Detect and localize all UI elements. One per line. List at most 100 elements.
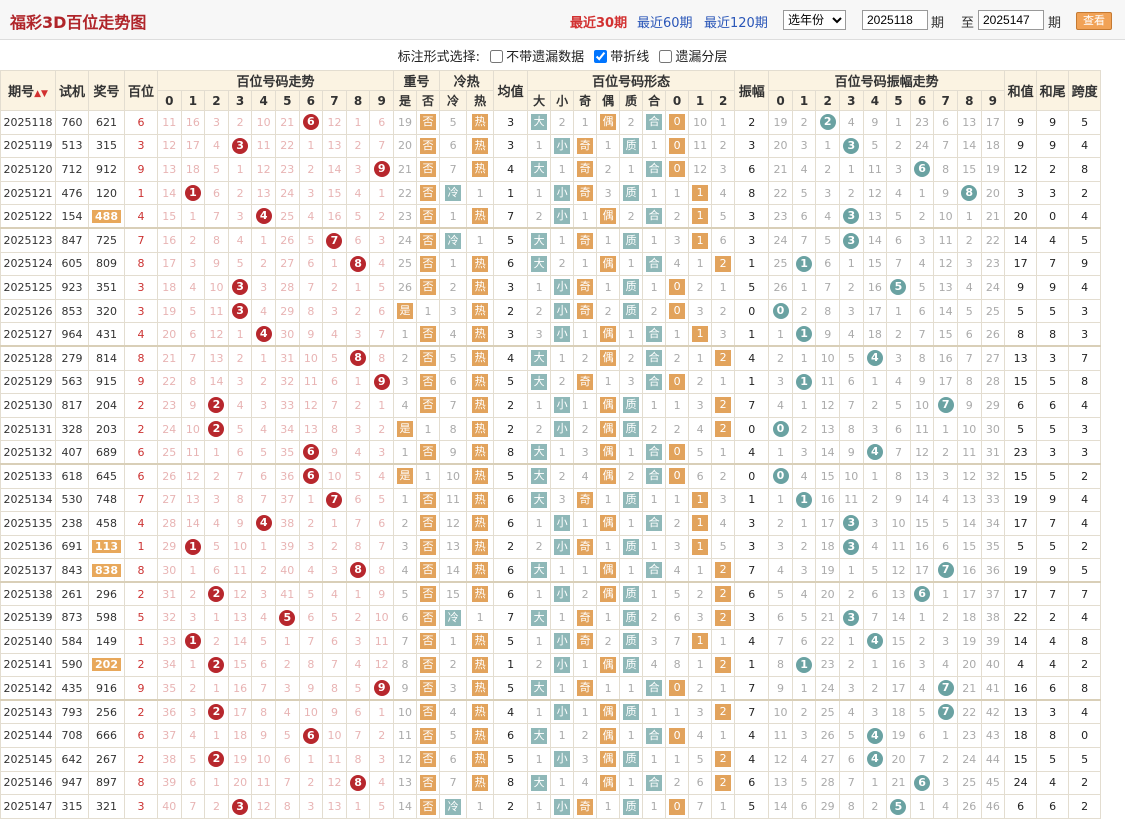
hot-cell-mark: 热 — [472, 279, 489, 296]
prize-cell: 203 — [88, 416, 125, 442]
road0-cell: 2 — [665, 511, 690, 536]
repeat-no-cell: 否 — [416, 393, 441, 418]
composite-cell: 合 — [642, 322, 667, 347]
trend-cell: 16 — [157, 227, 182, 253]
amp-trend-cell: 9 — [815, 322, 840, 347]
span-cell: 4 — [1068, 133, 1102, 159]
amp-trend-cell: 12 — [815, 393, 840, 418]
road0-cell: 0 — [665, 723, 690, 749]
even-cell: 偶 — [596, 558, 621, 583]
hundreds-cell: 4 — [124, 322, 158, 347]
sort-icon[interactable]: ▲▼ — [34, 89, 48, 99]
option-polyline[interactable]: 带折线 — [594, 50, 649, 65]
tail-cell: 7 — [1036, 511, 1070, 536]
to-issue-input[interactable] — [978, 10, 1044, 30]
repeat-no-cell: 否 — [416, 110, 441, 135]
trend-cell: 3 — [227, 794, 253, 819]
trend-cell: 3 — [322, 558, 347, 583]
option-no-missing[interactable]: 不带遗漏数据 — [490, 50, 584, 65]
even-cell-mark: 偶 — [600, 397, 617, 414]
amp-trend-cell: 35 — [980, 534, 1006, 560]
road2-cell: 3 — [711, 322, 736, 347]
amp-trend-cell: 4 — [862, 747, 888, 772]
repeat-yes-cell: 24 — [393, 227, 418, 253]
road2-cell: 4 — [711, 511, 736, 536]
amp-trend-cell: 7 — [909, 747, 935, 772]
prime-cell-mark: 质 — [623, 279, 640, 296]
amp-trend-cell: 24 — [815, 676, 840, 701]
query-button[interactable]: 查看 — [1076, 12, 1112, 30]
trend-cell: 3 — [180, 605, 206, 631]
trend-cell: 4 — [345, 652, 371, 678]
trend-cell: 9 — [204, 251, 229, 277]
hot-cell-mark: 热 — [472, 656, 489, 673]
trial-cell: 407 — [55, 440, 89, 465]
option-no-missing-checkbox[interactable] — [490, 50, 504, 63]
prime-cell-mark: 质 — [623, 633, 640, 650]
road1-cell: 10 — [688, 110, 713, 135]
even-cell: 1 — [596, 487, 621, 513]
option-layered[interactable]: 遗漏分层 — [659, 50, 727, 65]
tail-cell: 6 — [1036, 676, 1070, 701]
road0-cell-mark: 0 — [669, 727, 686, 744]
trend-cell: 1 — [345, 275, 371, 300]
amp-trend-cell: 5 — [956, 298, 982, 324]
trend-cell: 1 — [322, 511, 347, 536]
repeat-yes-cell: 26 — [393, 275, 418, 300]
composite-cell: 2 — [642, 605, 667, 631]
amp-trend-cell: 1 — [768, 440, 793, 465]
year-select[interactable]: 选年份 — [783, 10, 846, 30]
hit-ball: 7 — [326, 491, 343, 508]
range-link-120[interactable]: 最近120期 — [704, 16, 768, 31]
odd-cell: 4 — [573, 770, 598, 796]
table-row: 2025125 923 351 3 18 4 10 3 3 28 7 2 1 5 26 否 2 热 3 1 小奇 1 质 1 0… — [0, 275, 1102, 300]
repeat-yes-cell-mark: 是 — [397, 468, 414, 485]
trend-cell: 12 — [322, 770, 347, 796]
table-row: 2025144 708 666 6 37 4 1 18 9 5 6 10 7 2 11 否 5 热 6 大 1 2 偶 1 合 0… — [0, 723, 1102, 749]
hundreds-cell: 1 — [124, 629, 158, 654]
trend-cell: 12 — [227, 581, 253, 607]
col-issue[interactable]: 期号▲▼ — [0, 70, 56, 111]
repeat-yes-cell: 9 — [393, 676, 418, 701]
trend-cell: 1 — [251, 534, 276, 560]
big-cell: 大 — [527, 487, 552, 513]
option-layered-checkbox[interactable] — [659, 50, 673, 63]
issue-cell: 2025144 — [0, 723, 56, 749]
hot-cell: 热 — [466, 676, 495, 701]
even-cell-mark: 偶 — [600, 444, 617, 461]
amp-trend-cell: 9 — [909, 369, 935, 395]
trend-cell: 5 — [204, 157, 229, 182]
option-polyline-checkbox[interactable] — [594, 50, 608, 63]
trend-cell: 37 — [274, 487, 300, 513]
amp-trend-cell: 4 — [838, 322, 864, 347]
sum-cell: 15 — [1004, 369, 1038, 395]
prime-cell: 1 — [619, 723, 644, 749]
trend-cell: 1 — [180, 204, 206, 229]
amp-trend-cell: 2 — [791, 298, 817, 324]
avg-cell: 5 — [493, 227, 529, 253]
prime-cell: 1 — [619, 558, 644, 583]
col-amp-group: 百位号码振幅走势 — [768, 70, 1006, 91]
trend-cell: 2 — [180, 227, 206, 253]
trend-cell: 4 — [345, 180, 371, 206]
amp-trend-cell: 1 — [838, 558, 864, 583]
road2-cell-mark: 2 — [715, 562, 732, 579]
trial-cell: 279 — [55, 345, 89, 371]
prize-cell: 458 — [88, 511, 125, 536]
range-link-30[interactable]: 最近30期 — [570, 16, 628, 31]
trend-cell: 13 — [322, 133, 347, 159]
repeat-yes-cell: 是 — [393, 416, 418, 442]
amp-cell: 4 — [734, 747, 770, 772]
cold-header: 冷 — [439, 90, 468, 111]
from-issue-input[interactable] — [862, 10, 928, 30]
repeat-no-cell: 否 — [416, 369, 441, 395]
amp-digit-header: 0 — [768, 90, 793, 111]
range-link-60[interactable]: 最近60期 — [637, 16, 693, 31]
avg-cell: 6 — [493, 487, 529, 513]
trend-cell: 31 — [157, 581, 182, 607]
trend-cell: 12 — [180, 463, 206, 489]
amp-trend-cell: 3 — [838, 133, 864, 159]
amp-trend-cell: 15 — [956, 534, 982, 560]
trend-cell: 3 — [345, 322, 371, 347]
road1-cell-mark: 1 — [692, 633, 709, 650]
